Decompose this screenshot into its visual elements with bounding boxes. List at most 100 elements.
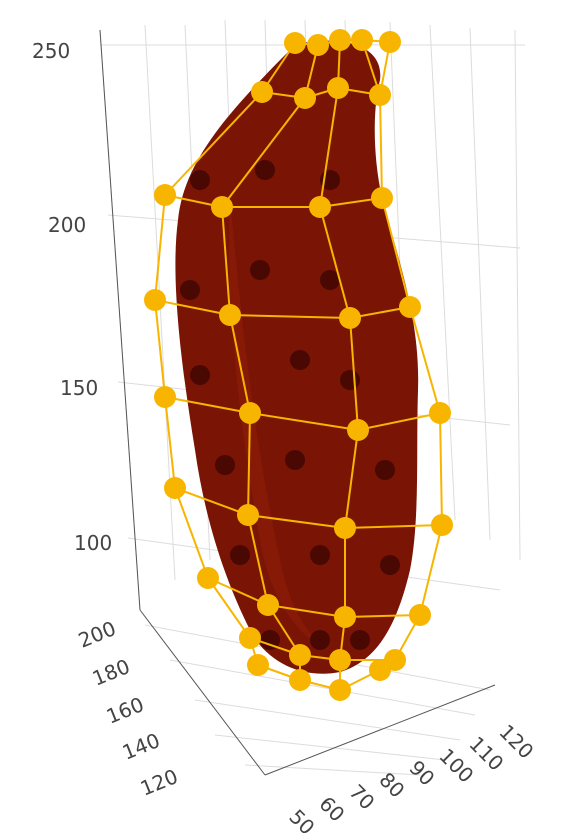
control-net-edge: [247, 412, 251, 516]
control-net-edge: [154, 194, 166, 301]
control-net-edge: [221, 206, 231, 316]
control-point: [237, 504, 259, 526]
control-point: [144, 289, 166, 311]
control-net-edge: [344, 614, 421, 618]
control-net-edge: [207, 577, 251, 639]
control-point: [429, 402, 451, 424]
control-point: [334, 517, 356, 539]
x-tick-label: 60: [314, 792, 349, 827]
surface-node: [190, 365, 210, 385]
surface-node: [290, 350, 310, 370]
surface-node: [255, 160, 275, 180]
control-net-edge: [419, 524, 443, 616]
control-net-edge: [319, 87, 339, 208]
control-net-edge: [229, 314, 251, 414]
control-point: [329, 679, 351, 701]
control-point: [379, 31, 401, 53]
control-net-edge: [267, 604, 346, 618]
y-tick-label: 160: [103, 692, 147, 729]
control-point: [307, 34, 329, 56]
z-tick-label: 250: [32, 39, 70, 63]
control-net-edge: [439, 412, 443, 526]
control-point: [327, 77, 349, 99]
control-point: [164, 477, 186, 499]
surface-node: [215, 455, 235, 475]
control-point: [211, 196, 233, 218]
surface-node: [190, 170, 210, 190]
control-point: [154, 184, 176, 206]
surface-nodes: [180, 160, 400, 650]
control-net-edge: [164, 396, 176, 489]
control-point: [339, 307, 361, 329]
control-net-edge: [379, 94, 383, 199]
control-net-edge: [381, 197, 411, 308]
control-point: [289, 669, 311, 691]
surface-node: [230, 545, 250, 565]
surface-node: [380, 555, 400, 575]
control-net-edge: [344, 524, 443, 529]
control-point: [329, 649, 351, 671]
control-net-edge: [247, 514, 269, 606]
surface-node: [375, 460, 395, 480]
control-point: [399, 296, 421, 318]
surface-node: [250, 260, 270, 280]
surface-node: [310, 630, 330, 650]
control-net-edge: [229, 314, 351, 319]
y-tick-label: 200: [75, 616, 119, 653]
x-axis-ticks: 50 60 70 80 90 100 110 120: [284, 720, 538, 838]
control-net-edge: [154, 299, 166, 398]
surface-node: [310, 545, 330, 565]
surface-node: [320, 270, 340, 290]
control-net-edge: [409, 306, 441, 414]
z-axis-ticks: 250 200 150 100: [32, 39, 112, 555]
surface-node: [180, 280, 200, 300]
control-net-points: [144, 29, 453, 701]
control-net-edge: [164, 396, 251, 414]
control-point: [409, 604, 431, 626]
surface-node: [350, 630, 370, 650]
z-tick-label: 200: [48, 213, 86, 237]
y-tick-label: 180: [89, 654, 133, 691]
control-net-edge: [247, 514, 346, 529]
control-net-edge: [154, 299, 231, 316]
control-point: [239, 627, 261, 649]
control-point: [284, 32, 306, 54]
surface-node: [260, 630, 280, 650]
control-net-edge: [319, 206, 351, 319]
z-tick-label: 150: [60, 376, 98, 400]
control-point: [197, 567, 219, 589]
surface-node: [340, 370, 360, 390]
x-tick-label: 90: [404, 756, 439, 791]
control-point: [369, 659, 391, 681]
y-tick-label: 120: [137, 764, 181, 801]
control-point: [251, 81, 273, 103]
surface-node: [285, 450, 305, 470]
control-net-edge: [357, 412, 441, 431]
control-point: [329, 29, 351, 51]
control-point: [371, 187, 393, 209]
control-point: [294, 87, 316, 109]
control-point: [369, 84, 391, 106]
control-net-edge: [174, 487, 209, 579]
control-point: [309, 196, 331, 218]
control-point: [219, 304, 241, 326]
control-net-edge: [221, 97, 306, 208]
control-point: [257, 594, 279, 616]
control-point: [351, 29, 373, 51]
control-net-edge: [349, 317, 359, 431]
control-net-edge: [249, 412, 359, 431]
control-point: [334, 606, 356, 628]
x-tick-label: 50: [284, 805, 319, 838]
y-tick-label: 140: [119, 728, 163, 765]
control-net-edge: [174, 487, 249, 516]
control-point: [154, 386, 176, 408]
control-net-edge: [344, 429, 359, 529]
z-tick-label: 100: [74, 531, 112, 555]
control-net-edge: [164, 91, 263, 196]
control-point: [347, 419, 369, 441]
control-point: [239, 402, 261, 424]
control-point: [431, 514, 453, 536]
control-point: [247, 654, 269, 676]
x-tick-label: 70: [344, 780, 379, 815]
